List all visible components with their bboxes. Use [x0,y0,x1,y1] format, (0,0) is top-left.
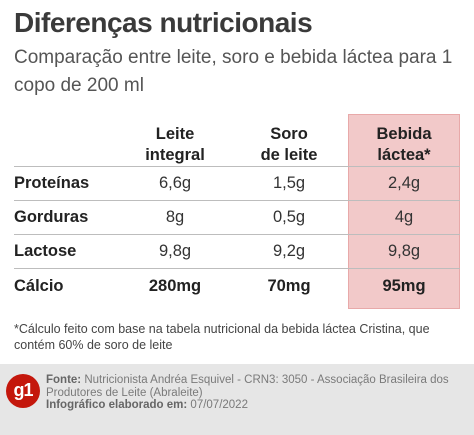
footnote: *Cálculo feito com base na tabela nutric… [14,322,430,352]
column-header-bebida-lactea: Bebida láctea* [376,125,432,164]
row-label-calcio: Cálcio [14,277,64,295]
page-subtitle: Comparação entre leite, soro e bebida lá… [14,47,453,96]
row-label-lactose: Lactose [14,242,77,260]
highlight-column [348,114,460,309]
row-label-proteinas: Proteínas [14,174,90,192]
source-text: Nutricionista Andréa Esquivel - CRN3: 30… [46,374,449,399]
footer-source: Fonte: Nutricionista Andréa Esquivel - C… [46,374,466,412]
table-cell: 0,5g [272,208,306,226]
table-cell: 70mg [267,277,311,295]
row-divider [14,200,460,201]
table-cell: 95mg [382,277,426,295]
table-cell: 6,6g [158,174,192,192]
footer: g1 Fonte: Nutricionista Andréa Esquivel … [0,364,474,435]
credit-date: 07/07/2022 [190,399,248,411]
table-cell: 9,8g [158,242,192,260]
credit-label: Infográfico elaborado em: [46,399,188,411]
row-label-gorduras: Gorduras [14,208,89,226]
column-header-leite-integral: Leite integral [145,125,205,164]
source-label: Fonte: [46,374,82,386]
table-cell: 9,2g [272,242,306,260]
table-cell: 280mg [148,277,202,295]
row-divider [14,234,460,235]
g1-logo: g1 [6,374,40,408]
table-cell: 2,4g [387,174,421,192]
table-cell: 8g [165,208,185,226]
table-cell: 4g [394,208,414,226]
page-title: Diferenças nutricionais [14,7,313,38]
table-cell: 1,5g [272,174,306,192]
table-cell: 9,8g [387,242,421,260]
column-header-soro-de-leite: Soro de leite [260,125,318,164]
row-divider [14,268,460,269]
row-divider [14,166,460,167]
